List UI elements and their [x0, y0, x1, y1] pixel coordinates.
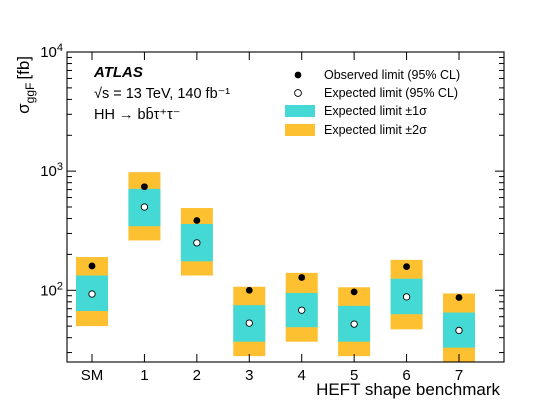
y-tick-label: 103: [40, 161, 63, 180]
observed-point: [455, 294, 463, 301]
y-tick-label: 102: [40, 280, 63, 299]
x-tick-label: 1: [140, 367, 148, 384]
experiment-label: ATLAS: [93, 64, 143, 81]
legend-band1-swatch: [285, 105, 315, 117]
x-tick-label: 5: [350, 367, 358, 384]
x-axis-ticks: SM 1 2 3 4 5 6 7: [81, 52, 463, 384]
y-axis-title: σggF[fb]: [14, 56, 37, 114]
x-tick-label: 7: [455, 367, 463, 384]
legend-band2-label: Expected limit ±2σ: [324, 123, 427, 137]
observed-point: [193, 217, 201, 224]
expected-point: [193, 239, 201, 247]
legend-expected-marker: [294, 89, 302, 97]
expected-point: [140, 203, 149, 211]
energy-label: √s = 13 TeV, 140 fb⁻¹: [94, 86, 230, 102]
legend: Observed limit (95% CL) Expected limit (…: [285, 68, 460, 137]
expected-point: [402, 293, 411, 301]
observed-point: [88, 262, 96, 270]
legend-observed-marker: [294, 71, 302, 79]
legend-band2-swatch: [285, 124, 315, 136]
y-tick-label: 104: [40, 42, 63, 61]
uncertainty-bands: [76, 172, 475, 362]
x-tick-label: 6: [402, 367, 410, 384]
observed-point: [141, 183, 148, 191]
process-label: HH → bb̄τ⁺τ⁻: [94, 107, 180, 123]
expected-point: [350, 320, 358, 328]
observed-point: [350, 288, 358, 296]
expected-point: [88, 290, 96, 298]
x-tick-label: SM: [81, 367, 104, 384]
expected-point: [298, 306, 306, 314]
expected-point: [245, 319, 253, 327]
x-tick-label: 3: [245, 367, 253, 384]
legend-band1-label: Expected limit ±1σ: [324, 104, 427, 118]
legend-observed-label: Observed limit (95% CL): [324, 68, 460, 82]
observed-point: [298, 274, 306, 281]
x-axis-title: HEFT shape benchmark: [316, 380, 500, 399]
y-axis-ticks: 102 103 104: [40, 42, 504, 354]
observed-point: [403, 263, 410, 271]
observed-point: [245, 286, 253, 294]
x-tick-label: 4: [298, 367, 306, 384]
legend-expected-label: Expected limit (95% CL): [324, 86, 458, 100]
x-tick-label: 2: [193, 367, 201, 384]
expected-point: [455, 326, 463, 335]
limit-markers: [88, 183, 463, 335]
